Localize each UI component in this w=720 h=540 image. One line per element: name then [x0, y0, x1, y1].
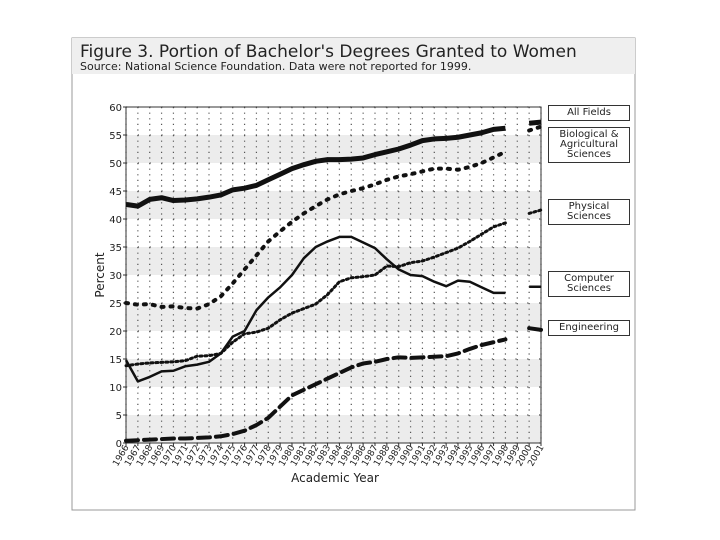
- y-tick-label: 55: [109, 131, 122, 142]
- legend-entry: Computer Sciences: [548, 271, 630, 297]
- chart-title: Figure 3. Portion of Bachelor's Degrees …: [80, 42, 577, 62]
- y-tick-label: 45: [109, 187, 122, 198]
- title-band: [72, 38, 635, 74]
- legend-entry: Engineering: [548, 320, 630, 336]
- series-line: [124, 208, 543, 368]
- y-tick-label: 0: [116, 439, 122, 450]
- x-axis-label: Academic Year: [291, 471, 379, 485]
- y-tick-label: 15: [109, 355, 122, 366]
- legend-entry: All Fields: [548, 105, 630, 121]
- y-tick-label: 25: [109, 299, 122, 310]
- y-tick-label: 10: [109, 383, 122, 394]
- band: [126, 247, 541, 275]
- band: [126, 359, 541, 387]
- band: [126, 415, 541, 443]
- series-line: [124, 124, 543, 311]
- y-axis-label: Percent: [93, 252, 107, 297]
- legend-entry: Physical Sciences: [548, 199, 630, 225]
- y-tick-label: 40: [109, 215, 122, 226]
- y-tick-label: 35: [109, 243, 122, 254]
- y-tick-label: 60: [109, 103, 122, 114]
- series-line: [124, 235, 541, 383]
- y-tick-label: 20: [109, 327, 122, 338]
- series-line: [124, 326, 543, 443]
- y-tick-label: 30: [109, 271, 122, 282]
- series-line: [125, 119, 542, 209]
- y-tick-label: 5: [116, 411, 122, 422]
- plot-frame: [125, 106, 542, 444]
- y-tick-label: 50: [109, 159, 122, 170]
- band: [126, 303, 541, 331]
- legend-entry: Biological & Agricultural Sciences: [548, 127, 630, 163]
- chart-subtitle: Source: National Science Foundation. Dat…: [80, 60, 471, 73]
